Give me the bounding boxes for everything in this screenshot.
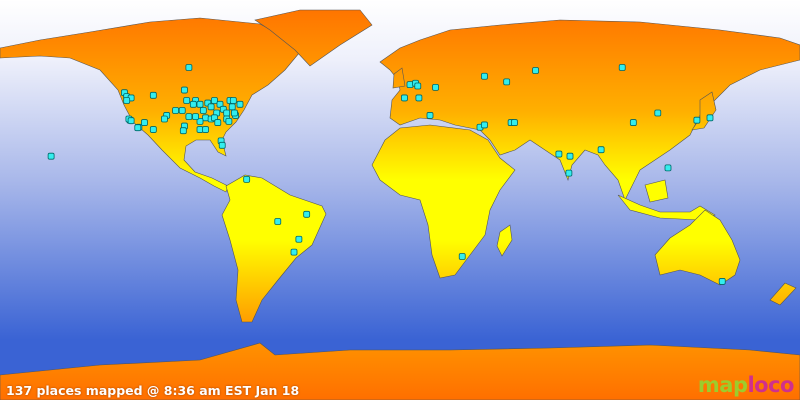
place-marker[interactable]	[481, 121, 488, 129]
place-marker[interactable]	[185, 113, 193, 121]
place-marker[interactable]	[532, 67, 539, 74]
place-marker[interactable]	[432, 83, 439, 91]
places-mapped-caption: 137 places mapped @ 8:36 am EST Jan 18	[6, 383, 300, 398]
place-marker[interactable]	[406, 81, 414, 89]
place-marker[interactable]	[199, 107, 207, 114]
place-marker[interactable]	[207, 103, 215, 111]
place-marker[interactable]	[414, 82, 422, 90]
place-marker[interactable]	[706, 114, 714, 122]
place-marker[interactable]	[565, 169, 573, 177]
greenland	[254, 9, 373, 67]
place-marker[interactable]	[458, 253, 466, 260]
maploco-logo[interactable]: maploco	[697, 373, 795, 397]
eurasia	[379, 19, 800, 201]
place-marker[interactable]	[196, 100, 204, 108]
indonesia	[617, 194, 716, 221]
place-marker[interactable]	[295, 235, 303, 243]
place-marker[interactable]	[629, 119, 637, 126]
place-marker[interactable]	[161, 115, 168, 123]
place-marker[interactable]	[202, 114, 209, 122]
place-marker[interactable]	[196, 126, 204, 133]
logo-part-loco: loco	[747, 373, 794, 397]
place-marker[interactable]	[229, 97, 237, 104]
place-marker[interactable]	[189, 100, 197, 108]
place-marker[interactable]	[149, 91, 157, 99]
place-marker[interactable]	[654, 109, 662, 117]
place-marker[interactable]	[228, 103, 236, 111]
place-marker[interactable]	[127, 117, 135, 125]
place-marker[interactable]	[481, 72, 488, 80]
place-marker[interactable]	[566, 152, 574, 160]
place-marker[interactable]	[192, 113, 199, 121]
place-marker[interactable]	[274, 218, 282, 225]
antarctica	[0, 342, 800, 400]
place-marker[interactable]	[664, 164, 672, 172]
new-zealand	[769, 282, 797, 306]
place-marker[interactable]	[202, 126, 209, 133]
place-marker[interactable]	[401, 94, 408, 102]
place-marker[interactable]	[415, 94, 423, 102]
place-marker[interactable]	[178, 107, 186, 114]
place-marker[interactable]	[179, 127, 187, 135]
place-marker[interactable]	[123, 97, 131, 104]
place-marker[interactable]	[196, 117, 204, 125]
place-marker[interactable]	[141, 119, 148, 126]
place-marker[interactable]	[149, 126, 157, 133]
place-marker[interactable]	[183, 97, 191, 104]
place-marker[interactable]	[290, 248, 298, 256]
place-marker[interactable]	[303, 210, 311, 218]
madagascar	[496, 224, 513, 257]
place-marker[interactable]	[231, 109, 238, 117]
place-marker[interactable]	[211, 97, 218, 104]
place-marker[interactable]	[426, 112, 434, 119]
place-marker[interactable]	[181, 86, 188, 94]
place-marker[interactable]	[185, 64, 193, 71]
place-marker[interactable]	[47, 152, 55, 160]
place-marker[interactable]	[693, 116, 701, 124]
place-marker[interactable]	[218, 141, 226, 149]
place-marker[interactable]	[223, 109, 231, 117]
place-marker[interactable]	[597, 146, 605, 154]
place-marker[interactable]	[225, 117, 233, 125]
great-britain	[392, 67, 406, 89]
australia	[654, 209, 741, 286]
place-marker[interactable]	[214, 119, 222, 126]
place-marker[interactable]	[618, 64, 626, 71]
place-marker[interactable]	[243, 175, 251, 183]
logo-part-map: map	[697, 373, 748, 397]
borneo	[644, 179, 669, 203]
place-marker[interactable]	[511, 119, 518, 126]
south-america	[221, 174, 327, 323]
africa	[371, 124, 516, 279]
place-marker[interactable]	[503, 78, 511, 86]
place-marker[interactable]	[172, 107, 179, 114]
place-marker[interactable]	[134, 124, 142, 132]
place-marker[interactable]	[555, 150, 563, 158]
place-marker[interactable]	[236, 100, 244, 108]
place-marker[interactable]	[718, 278, 726, 285]
